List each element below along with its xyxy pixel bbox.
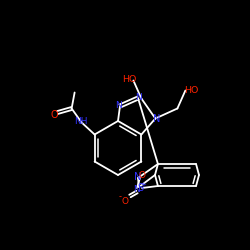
Text: S: S (137, 183, 143, 193)
Text: N: N (134, 172, 142, 182)
Text: N: N (136, 94, 142, 102)
Text: HO: HO (122, 75, 136, 84)
Text: N: N (153, 114, 160, 124)
Text: O: O (138, 172, 145, 180)
Text: N: N (116, 102, 122, 110)
Text: -: - (118, 192, 122, 202)
Text: N: N (134, 186, 140, 194)
Text: +: + (140, 182, 146, 188)
Text: NH: NH (74, 117, 87, 126)
Text: O: O (122, 198, 128, 206)
Text: O: O (51, 110, 58, 120)
Text: HO: HO (184, 86, 198, 95)
